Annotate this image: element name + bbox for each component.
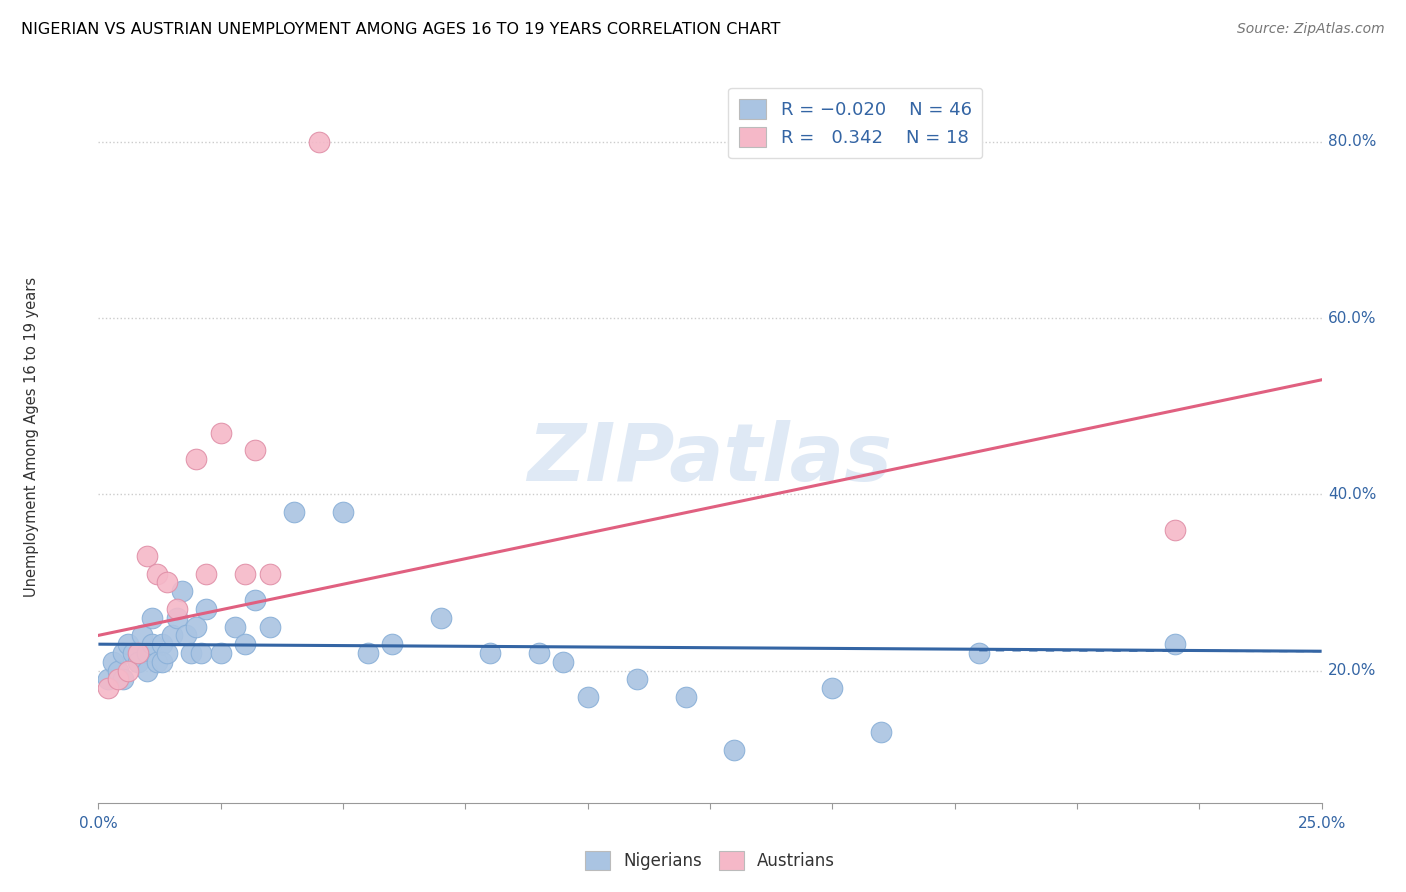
Point (186, 452, 208, 467)
Point (675, 690, 697, 704)
Text: 40.0%: 40.0% (1327, 487, 1376, 502)
Point (156, 646, 179, 660)
Point (180, 646, 202, 660)
Legend: Nigerians, Austrians: Nigerians, Austrians (576, 843, 844, 879)
Point (308, 135, 330, 149)
Point (233, 637, 256, 651)
Point (127, 646, 149, 660)
Point (136, 549, 159, 563)
Point (117, 637, 139, 651)
Point (430, 611, 453, 625)
Point (127, 655, 149, 669)
Text: Unemployment Among Ages 16 to 19 years: Unemployment Among Ages 16 to 19 years (24, 277, 38, 597)
Point (381, 637, 404, 651)
Point (233, 566, 256, 581)
Point (967, 646, 990, 660)
Point (136, 646, 159, 660)
Point (131, 628, 153, 642)
Point (121, 646, 143, 660)
Point (160, 628, 183, 642)
Point (1164, 637, 1187, 651)
Point (146, 566, 169, 581)
Point (176, 628, 198, 642)
Point (356, 646, 378, 660)
Text: Source: ZipAtlas.com: Source: ZipAtlas.com (1237, 22, 1385, 37)
Point (101, 655, 124, 669)
Point (478, 646, 501, 660)
Point (186, 619, 208, 633)
Point (224, 619, 246, 633)
Point (209, 646, 232, 660)
Point (136, 664, 159, 678)
Point (150, 637, 173, 651)
Point (332, 505, 354, 519)
Point (626, 673, 648, 687)
Point (170, 584, 193, 599)
Point (107, 664, 129, 678)
Text: ZIPatlas: ZIPatlas (527, 420, 893, 498)
Point (870, 725, 893, 739)
Point (97, 681, 120, 696)
Point (117, 664, 139, 678)
Point (283, 505, 305, 519)
Text: 0.0%: 0.0% (79, 816, 118, 831)
Text: 60.0%: 60.0% (1327, 310, 1376, 326)
Text: NIGERIAN VS AUSTRIAN UNEMPLOYMENT AMONG AGES 16 TO 19 YEARS CORRELATION CHART: NIGERIAN VS AUSTRIAN UNEMPLOYMENT AMONG … (21, 22, 780, 37)
Text: 80.0%: 80.0% (1327, 135, 1376, 149)
Point (141, 637, 163, 651)
Point (259, 566, 281, 581)
Point (259, 619, 281, 633)
Point (195, 566, 218, 581)
Point (97, 673, 120, 687)
Point (553, 655, 575, 669)
Point (576, 690, 599, 704)
Point (821, 681, 844, 696)
Point (150, 655, 173, 669)
Point (243, 443, 266, 458)
Point (111, 646, 134, 660)
Point (111, 673, 134, 687)
Point (146, 655, 169, 669)
Point (166, 611, 188, 625)
Point (141, 611, 163, 625)
Point (1164, 523, 1187, 537)
Point (190, 646, 212, 660)
Point (527, 646, 550, 660)
Point (243, 593, 266, 607)
Point (156, 575, 179, 590)
Point (107, 673, 129, 687)
Point (723, 743, 745, 757)
Text: 20.0%: 20.0% (1327, 663, 1376, 678)
Text: 25.0%: 25.0% (1298, 816, 1346, 831)
Point (209, 425, 232, 440)
Point (195, 602, 218, 616)
Point (166, 602, 188, 616)
